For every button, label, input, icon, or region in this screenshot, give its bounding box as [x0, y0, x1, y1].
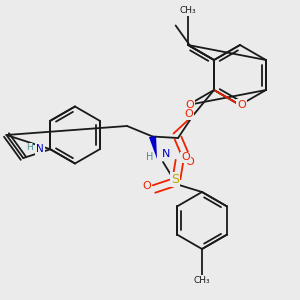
Text: O: O [142, 181, 151, 191]
Text: O: O [181, 152, 190, 163]
Polygon shape [149, 136, 157, 159]
Text: O: O [185, 100, 194, 110]
Text: O: O [184, 109, 193, 119]
Text: CH₃: CH₃ [194, 276, 210, 285]
Text: H: H [146, 152, 153, 162]
Text: O: O [186, 157, 194, 167]
Text: O: O [237, 100, 246, 110]
Text: N: N [36, 144, 44, 154]
Text: N: N [162, 149, 170, 160]
Text: S: S [171, 172, 179, 186]
Text: CH₃: CH₃ [180, 6, 196, 15]
Text: H: H [26, 143, 33, 152]
